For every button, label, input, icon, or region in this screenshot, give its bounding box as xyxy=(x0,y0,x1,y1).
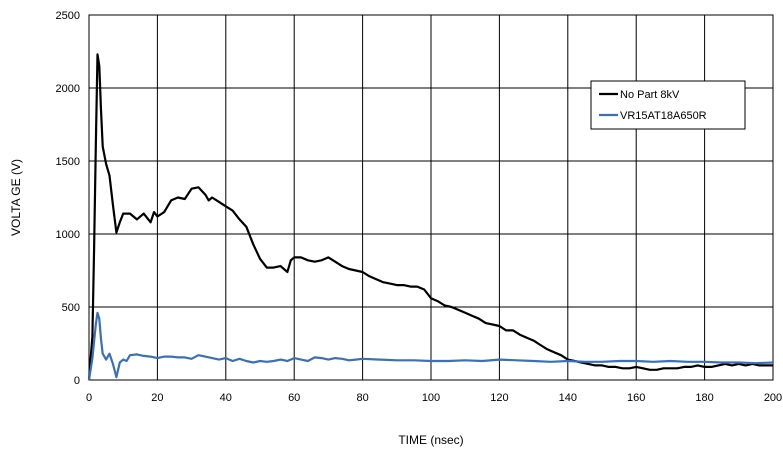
x-tick-label: 200 xyxy=(764,392,782,404)
legend-label: VR15AT18A650R xyxy=(620,110,707,122)
y-tick-label: 1000 xyxy=(56,229,80,241)
x-tick-label: 120 xyxy=(490,392,508,404)
plot-area-border xyxy=(88,14,774,381)
x-tick-label: 160 xyxy=(627,392,645,404)
series-line-vr15at18a650r xyxy=(87,311,774,381)
x-tick-labels: 0 20 40 60 80 100 120 140 160 180 200 xyxy=(86,392,782,404)
x-tick-label: 0 xyxy=(86,392,92,404)
legend-box xyxy=(590,80,746,130)
y-tick-label: 0 xyxy=(74,375,80,387)
grid xyxy=(88,14,774,381)
x-axis-label: TIME (nsec) xyxy=(398,433,463,447)
legend: No Part 8kV VR15AT18A650R xyxy=(590,80,746,130)
x-tick-label: 180 xyxy=(695,392,713,404)
x-tick-label: 60 xyxy=(288,392,300,404)
x-tick-label: 100 xyxy=(422,392,440,404)
x-tick-label: 80 xyxy=(356,392,368,404)
y-tick-labels: 0 500 1000 1500 2000 2500 xyxy=(56,10,80,387)
legend-label: No Part 8kV xyxy=(620,89,680,101)
y-tick-label: 2000 xyxy=(56,83,80,95)
y-tick-label: 500 xyxy=(62,302,80,314)
series-lines xyxy=(87,53,774,381)
y-tick-label: 1500 xyxy=(56,156,80,168)
series-line-no-part-8kv xyxy=(87,53,773,381)
y-axis-label: VOLTA GE (V) xyxy=(9,159,23,236)
x-tick-label: 140 xyxy=(559,392,577,404)
y-tick-label: 2500 xyxy=(56,10,80,22)
x-tick-label: 20 xyxy=(151,392,163,404)
x-tick-label: 40 xyxy=(220,392,232,404)
